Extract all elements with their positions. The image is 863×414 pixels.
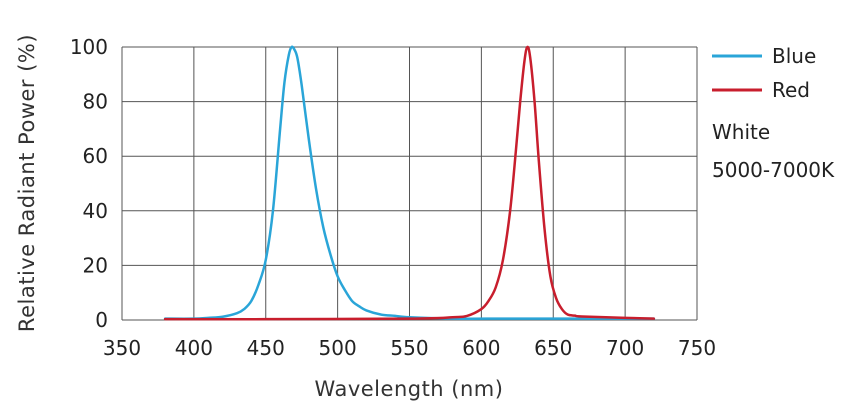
series-line-red	[163, 45, 656, 321]
grid	[121, 46, 698, 321]
series-lines	[163, 45, 656, 321]
annotation-cct: 5000-7000K	[712, 158, 835, 182]
y-tick-label: 100	[70, 35, 108, 59]
x-tick-label: 450	[247, 336, 285, 360]
x-tick-label: 350	[103, 336, 141, 360]
legend: Blue Red	[712, 44, 816, 102]
x-axis-title: Wavelength (nm)	[315, 377, 504, 401]
y-tick-label: 20	[83, 253, 108, 277]
legend-label-blue: Blue	[772, 44, 816, 68]
x-tick-label: 500	[319, 336, 357, 360]
legend-label-red: Red	[772, 78, 810, 102]
y-tick-label: 80	[83, 90, 108, 114]
x-tick-label: 600	[462, 336, 500, 360]
x-tick-label: 700	[606, 336, 644, 360]
tick-labels: 350 400 450 500 550 600 650 700 750 0 20 40 60 80 100	[70, 35, 716, 360]
annotation-white: White	[712, 120, 770, 144]
x-tick-label: 550	[390, 336, 428, 360]
y-axis-title: Relative Radiant Power (%)	[15, 34, 39, 332]
series-line-blue	[163, 45, 656, 320]
y-tick-label: 0	[95, 308, 108, 332]
x-tick-label: 750	[678, 336, 716, 360]
x-tick-label: 650	[534, 336, 572, 360]
y-tick-label: 60	[83, 144, 108, 168]
x-tick-label: 400	[175, 336, 213, 360]
y-tick-label: 40	[83, 199, 108, 223]
